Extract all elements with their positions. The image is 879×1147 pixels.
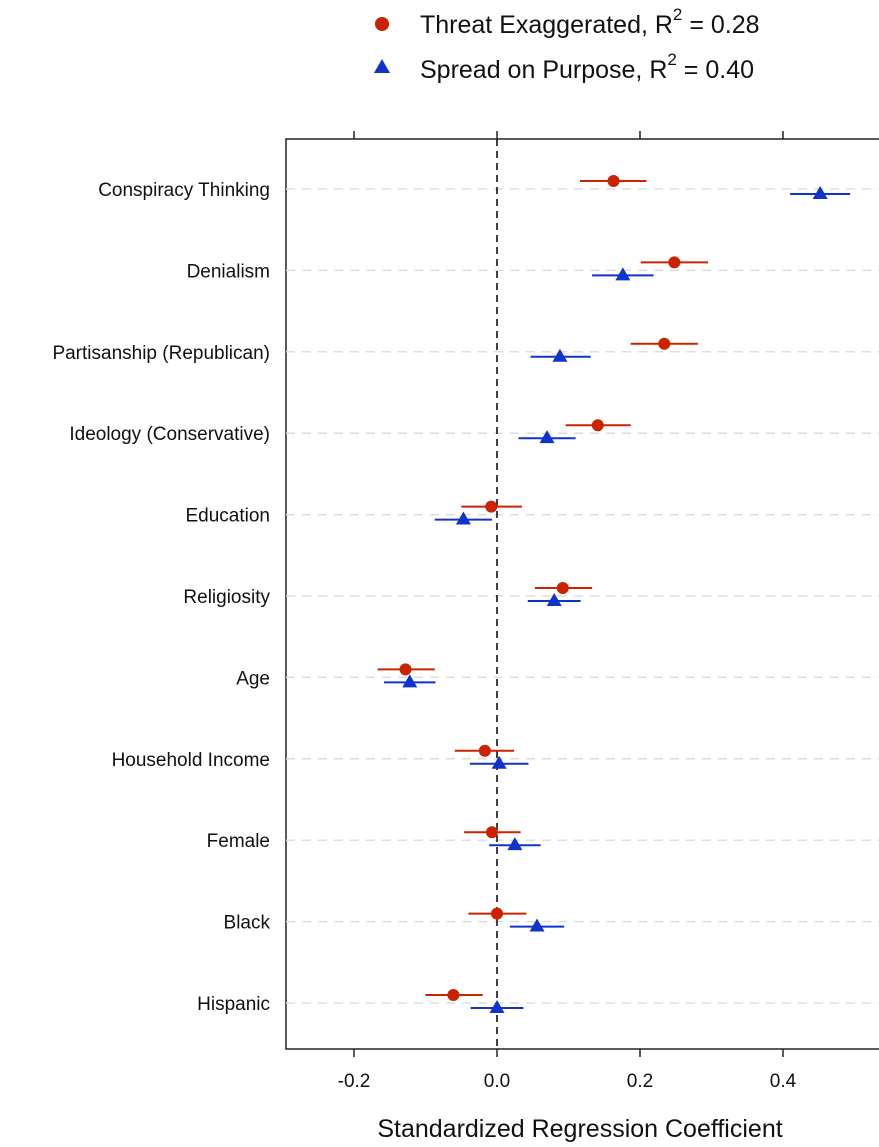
x-tick-label: -0.2: [338, 1071, 371, 1092]
x-axis-title: Standardized Regression Coefficient: [377, 1115, 782, 1143]
point-spread-on-purpose-denialism: [615, 267, 631, 281]
point-threat-exaggerated-ideology-conservative: [591, 419, 604, 432]
category-label-age: Age: [236, 668, 270, 689]
category-label-conspiracy-thinking: Conspiracy Thinking: [98, 180, 270, 201]
point-spread-on-purpose-black: [529, 918, 545, 932]
category-label-black: Black: [224, 913, 271, 934]
point-threat-exaggerated-denialism: [668, 256, 681, 269]
legend: Threat Exaggerated, R2 = 0.28 Spread on …: [374, 5, 760, 84]
legend-item-spread-on-purpose: Spread on Purpose, R2 = 0.40: [374, 50, 754, 84]
category-label-religiosity: Religiosity: [183, 587, 270, 608]
x-axis: -0.2 0.0 0.2 0.4: [338, 131, 797, 1092]
y-axis: Conspiracy Thinking Denialism Partisanship…: [52, 180, 270, 1015]
point-spread-on-purpose-religiosity: [546, 592, 562, 606]
point-threat-exaggerated-conspiracy-thinking: [607, 175, 620, 187]
plot-frame: [285, 138, 879, 1050]
legend-item-threat-exaggerated: Threat Exaggerated, R2 = 0.28: [375, 5, 760, 39]
point-threat-exaggerated-partisanship-republican: [658, 337, 671, 350]
point-spread-on-purpose-female: [507, 837, 523, 851]
point-threat-exaggerated-black: [491, 907, 503, 920]
point-spread-on-purpose-education: [455, 511, 471, 525]
point-spread-on-purpose-conspiracy-thinking: [812, 185, 828, 199]
legend-circle-marker: [375, 17, 389, 31]
category-label-ideology-conservative: Ideology (Conservative): [69, 424, 270, 445]
legend-triangle-marker: [374, 59, 390, 73]
legend-label-threat-exaggerated: Threat Exaggerated, R2 = 0.28: [420, 5, 760, 39]
point-spread-on-purpose-household-income: [491, 755, 507, 769]
category-label-household-income: Household Income: [112, 750, 270, 771]
data-marks: [377, 175, 851, 1013]
point-threat-exaggerated-age: [399, 663, 412, 676]
category-label-partisanship-republican: Partisanship (Republican): [52, 343, 270, 364]
category-label-education: Education: [185, 506, 270, 527]
category-label-hispanic: Hispanic: [197, 994, 270, 1015]
point-spread-on-purpose-partisanship-republican: [552, 348, 568, 362]
point-threat-exaggerated-religiosity: [556, 582, 569, 594]
point-spread-on-purpose-hispanic: [489, 999, 505, 1013]
category-label-female: Female: [207, 831, 270, 852]
x-tick-label: 0.0: [484, 1071, 510, 1092]
x-tick-label: 0.4: [770, 1071, 797, 1092]
point-spread-on-purpose-age: [402, 674, 418, 688]
legend-label-spread-on-purpose: Spread on Purpose, R2 = 0.40: [420, 50, 754, 84]
gridlines: [286, 188, 879, 1004]
point-threat-exaggerated-household-income: [478, 744, 491, 757]
point-threat-exaggerated-education: [485, 500, 498, 513]
x-tick-label: 0.2: [627, 1071, 653, 1092]
category-label-denialism: Denialism: [187, 261, 270, 282]
point-spread-on-purpose-ideology-conservative: [539, 430, 555, 444]
point-threat-exaggerated-female: [485, 826, 498, 839]
point-threat-exaggerated-hispanic: [447, 989, 460, 1001]
